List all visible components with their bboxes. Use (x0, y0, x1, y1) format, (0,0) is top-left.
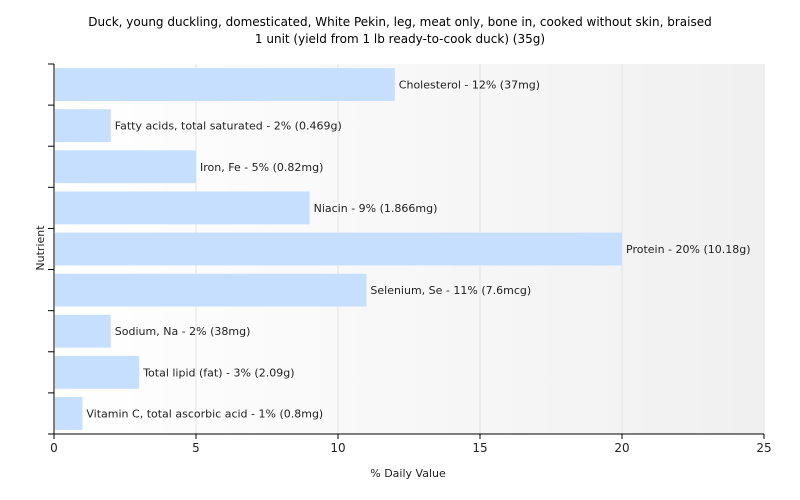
bar-label: Total lipid (fat) - 3% (2.09g) (142, 366, 294, 379)
chart-title: Duck, young duckling, domesticated, Whit… (0, 14, 800, 48)
x-tick-label: 15 (472, 441, 487, 455)
bar (55, 273, 367, 307)
y-axis-label: Nutrient (34, 225, 47, 271)
bar (55, 355, 140, 389)
bar (55, 191, 310, 225)
bar-label: Iron, Fe - 5% (0.82mg) (200, 161, 323, 174)
bar (55, 397, 83, 430)
bar (55, 68, 395, 101)
x-tick-label: 25 (756, 441, 771, 455)
bar (55, 232, 622, 266)
x-tick-label: 20 (614, 441, 629, 455)
bar-label: Fatty acids, total saturated - 2% (0.469… (115, 120, 342, 133)
bar (55, 314, 111, 348)
bar-label: Sodium, Na - 2% (38mg) (115, 325, 251, 338)
x-tick-label: 5 (192, 441, 200, 455)
bar (55, 109, 111, 143)
bar-label: Niacin - 9% (1.866mg) (314, 202, 438, 215)
bar-label: Selenium, Se - 11% (7.6mcg) (370, 284, 531, 297)
bar-label: Protein - 20% (10.18g) (626, 243, 751, 256)
bar (55, 150, 196, 184)
chart-title-line2: 1 unit (yield from 1 lb ready-to-cook du… (254, 32, 546, 46)
x-tick-label: 10 (330, 441, 345, 455)
chart-title-line1: Duck, young duckling, domesticated, Whit… (88, 15, 712, 29)
x-tick-label: 0 (50, 441, 58, 455)
bar-label: Cholesterol - 12% (37mg) (399, 79, 540, 92)
bar-label: Vitamin C, total ascorbic acid - 1% (0.8… (86, 407, 323, 420)
x-axis-label: % Daily Value (370, 467, 446, 480)
